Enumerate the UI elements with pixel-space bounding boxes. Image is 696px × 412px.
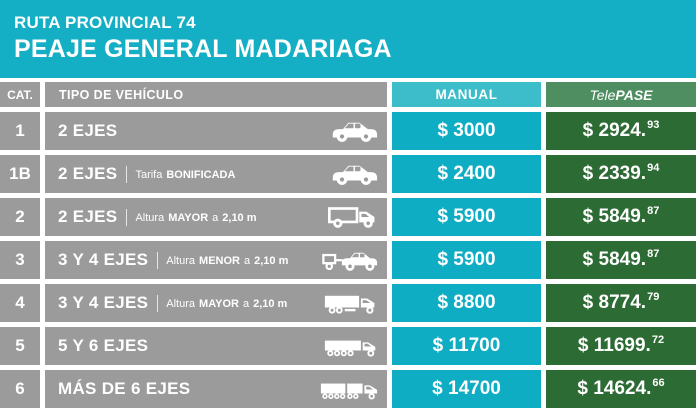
page-title: PEAJE GENERAL MADARIAGA (14, 35, 392, 63)
category-cell: 6 (0, 370, 40, 408)
telepase-price-cents: 93 (647, 119, 660, 131)
vehicle-cell: 2 EJES Tarifa BONIFICADA (45, 155, 387, 193)
telepase-price: $ 5849. (582, 206, 647, 227)
vehicle-cell: 5 Y 6 EJES (45, 327, 387, 365)
category-cell: 1B (0, 155, 40, 193)
column-header-telepase: Tele PASE (546, 82, 696, 107)
telepase-price: $ 5849. (582, 249, 647, 270)
separator (126, 165, 128, 183)
vehicle-qualifier: Altura MAYOR a 2,10 m (166, 298, 288, 310)
vehicle-label: MÁS DE 6 EJES (58, 379, 191, 398)
vehicle-label: 2 EJES (58, 121, 118, 140)
header-banner: RUTA PROVINCIAL 74 PEAJE GENERAL MADARIA… (0, 0, 696, 78)
telepase-price-cell: $ 5849. 87 (546, 241, 696, 279)
telepase-price-cell: $ 2339. 94 (546, 155, 696, 193)
manual-price: $ 14700 (392, 370, 541, 408)
separator (157, 294, 159, 312)
box-truck-icon (328, 204, 378, 230)
telepase-price: $ 14624. (577, 378, 652, 399)
telepase-price-cell: $ 2924. 93 (546, 112, 696, 150)
car-with-trailer-icon (322, 247, 378, 273)
separator (157, 251, 159, 269)
separator (126, 208, 128, 226)
category-cell: 2 (0, 198, 40, 236)
telepase-price-cell: $ 8774. 79 (546, 284, 696, 322)
vehicle-label: 2 EJES (58, 207, 118, 226)
column-header-manual: MANUAL (392, 82, 541, 107)
car-icon (330, 118, 378, 144)
column-header-vehicle: TIPO DE VEHÍCULO (45, 82, 387, 107)
telepase-price-cents: 94 (647, 162, 660, 174)
car-icon (330, 161, 378, 187)
manual-price: $ 11700 (392, 327, 541, 365)
vehicle-qualifier: Altura MAYOR a 2,10 m (135, 212, 257, 224)
vehicle-qualifier: Tarifa BONIFICADA (135, 169, 236, 181)
vehicle-label: 2 EJES (58, 164, 118, 183)
vehicle-cell: 3 Y 4 EJES Altura MENOR a 2,10 m (45, 241, 387, 279)
vehicle-cell: MÁS DE 6 EJES (45, 370, 387, 408)
telepase-price-cell: $ 11699. 72 (546, 327, 696, 365)
manual-price: $ 5900 (392, 241, 541, 279)
route-label: RUTA PROVINCIAL 74 (14, 13, 196, 32)
telepase-price-cell: $ 14624. 66 (546, 370, 696, 408)
telepase-price-cents: 87 (647, 205, 660, 217)
category-cell: 3 (0, 241, 40, 279)
vehicle-cell: 3 Y 4 EJES Altura MAYOR a 2,10 m (45, 284, 387, 322)
vehicle-label: 5 Y 6 EJES (58, 336, 149, 355)
telepase-price: $ 2339. (582, 163, 647, 184)
category-cell: 5 (0, 327, 40, 365)
vehicle-label: 3 Y 4 EJES (58, 250, 149, 269)
vehicle-label: 3 Y 4 EJES (58, 293, 149, 312)
telepase-price-cents: 66 (652, 377, 665, 389)
telepase-price: $ 8774. (582, 292, 647, 313)
manual-price: $ 5900 (392, 198, 541, 236)
telepase-price: $ 2924. (582, 120, 647, 141)
category-cell: 4 (0, 284, 40, 322)
vehicle-cell: 2 EJES Altura MAYOR a 2,10 m (45, 198, 387, 236)
road-train-icon (320, 376, 378, 402)
manual-price: $ 2400 (392, 155, 541, 193)
telepase-price-cents: 72 (651, 334, 665, 346)
semi-truck-icon (324, 290, 378, 316)
telepase-price-cents: 79 (647, 291, 660, 303)
category-cell: 1 (0, 112, 40, 150)
column-header-cat: CAT. (0, 82, 40, 107)
manual-price: $ 3000 (392, 112, 541, 150)
semi-truck-long-icon (324, 333, 378, 359)
manual-price: $ 8800 (392, 284, 541, 322)
vehicle-cell: 2 EJES (45, 112, 387, 150)
toll-rate-table: CAT. TIPO DE VEHÍCULO MANUAL Tele PASE 1 … (0, 82, 696, 408)
telepase-price-cell: $ 5849. 87 (546, 198, 696, 236)
vehicle-qualifier: Altura MENOR a 2,10 m (166, 255, 289, 267)
telepase-price: $ 11699. (577, 335, 651, 356)
telepase-price-cents: 87 (647, 248, 660, 260)
